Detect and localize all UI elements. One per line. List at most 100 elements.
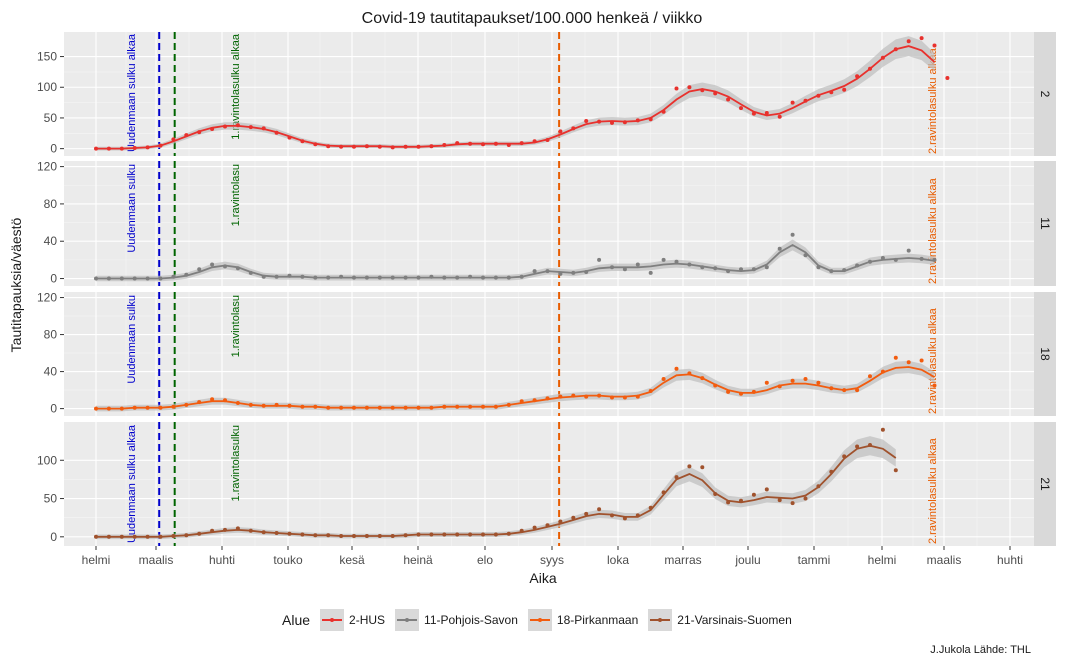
legend-item-label: 21-Varsinais-Suomen xyxy=(677,613,792,627)
data-point xyxy=(352,275,356,280)
legend-key-point xyxy=(658,618,663,622)
facet-strip xyxy=(1034,161,1056,286)
data-point xyxy=(171,534,176,538)
y-tick-label: 40 xyxy=(44,234,58,248)
data-point xyxy=(597,393,602,398)
data-point xyxy=(416,144,421,149)
y-tick-label: 80 xyxy=(44,197,58,211)
chart-title: Covid-19 tautitapaukset/100.000 henkeä /… xyxy=(362,10,703,27)
data-point xyxy=(726,97,731,102)
data-point xyxy=(700,265,705,270)
data-point xyxy=(868,374,872,379)
data-point xyxy=(377,534,382,538)
data-point xyxy=(171,137,176,142)
data-point xyxy=(777,498,782,503)
data-point xyxy=(777,246,782,251)
data-point xyxy=(442,404,447,409)
data-point xyxy=(829,386,834,391)
data-point xyxy=(674,259,679,264)
data-point xyxy=(674,366,679,371)
y-axis-label: Tautitapauksia/väestö xyxy=(8,217,24,352)
legend-item: 2-HUS xyxy=(320,609,385,631)
data-point xyxy=(558,394,563,399)
data-point xyxy=(700,465,705,470)
y-tick-label: 100 xyxy=(37,453,57,467)
data-point xyxy=(300,532,305,537)
data-point xyxy=(184,272,189,277)
legend-item: 11-Pohjois-Savon xyxy=(395,609,518,631)
data-point xyxy=(261,274,266,279)
data-point xyxy=(661,377,666,381)
data-point xyxy=(339,144,344,149)
data-point xyxy=(442,532,447,537)
data-point xyxy=(751,111,756,116)
data-point xyxy=(764,265,769,270)
data-point xyxy=(106,276,111,281)
data-point xyxy=(416,275,421,280)
data-point xyxy=(352,534,356,538)
source-caption: J.Jukola Lähde: THL xyxy=(930,644,1031,656)
data-point xyxy=(713,266,718,271)
x-axis-label: Aika xyxy=(529,570,556,586)
data-point xyxy=(235,526,240,531)
y-tick-label: 80 xyxy=(44,328,58,342)
data-point xyxy=(145,145,150,150)
x-tick-label: heinä xyxy=(403,553,433,567)
data-point xyxy=(377,405,382,410)
event-label: 2.ravintolasulku alkaa xyxy=(927,177,939,284)
x-tick-label: tammi xyxy=(798,553,831,567)
y-tick-label: 150 xyxy=(37,50,57,64)
data-point xyxy=(661,490,666,495)
data-point xyxy=(532,398,537,403)
data-point xyxy=(248,270,253,275)
y-tick-label: 0 xyxy=(50,402,57,416)
data-point xyxy=(364,405,369,410)
data-point xyxy=(326,275,331,280)
legend-item: 21-Varsinais-Suomen xyxy=(648,609,792,631)
data-point xyxy=(816,93,821,98)
x-tick-label: kesä xyxy=(339,553,365,567)
data-point xyxy=(390,145,395,150)
data-point xyxy=(842,454,847,459)
data-point xyxy=(313,142,318,147)
x-tick-label: marras xyxy=(664,553,701,567)
data-point xyxy=(558,271,563,276)
x-tick-label: huhti xyxy=(209,553,235,567)
data-point xyxy=(481,404,485,409)
data-point xyxy=(261,403,266,408)
data-point xyxy=(687,85,692,90)
data-point xyxy=(571,270,576,275)
data-point xyxy=(610,265,614,270)
data-point xyxy=(764,487,769,492)
data-point xyxy=(610,513,614,518)
data-point xyxy=(803,496,808,501)
data-point xyxy=(764,380,769,385)
x-tick-label: helmi xyxy=(82,553,111,567)
x-tick-label: huhti xyxy=(997,553,1023,567)
data-point xyxy=(248,528,253,533)
data-point xyxy=(171,274,176,279)
event-label: 2.ravintolasulku alkaa xyxy=(927,437,939,544)
data-point xyxy=(726,500,731,505)
data-point xyxy=(210,397,215,402)
data-point xyxy=(261,530,266,535)
data-point xyxy=(119,534,124,539)
data-point xyxy=(132,146,137,150)
legend-item-label: 11-Pohjois-Savon xyxy=(424,613,518,627)
data-point xyxy=(442,143,447,147)
data-point xyxy=(816,380,821,385)
event-label: 1.ravintolasu xyxy=(230,295,242,357)
data-point xyxy=(403,405,408,410)
confidence-band xyxy=(96,239,935,282)
legend-title: Alue xyxy=(282,612,311,628)
data-point xyxy=(274,402,279,407)
data-point xyxy=(726,269,731,274)
event-label: 1.ravintolasulku xyxy=(230,425,242,501)
y-tick-label: 50 xyxy=(44,111,58,125)
data-point xyxy=(932,383,937,388)
y-tick-label: 120 xyxy=(37,160,57,174)
data-point xyxy=(816,484,821,489)
data-point xyxy=(364,275,369,280)
data-point xyxy=(803,377,808,381)
data-point xyxy=(597,507,602,512)
